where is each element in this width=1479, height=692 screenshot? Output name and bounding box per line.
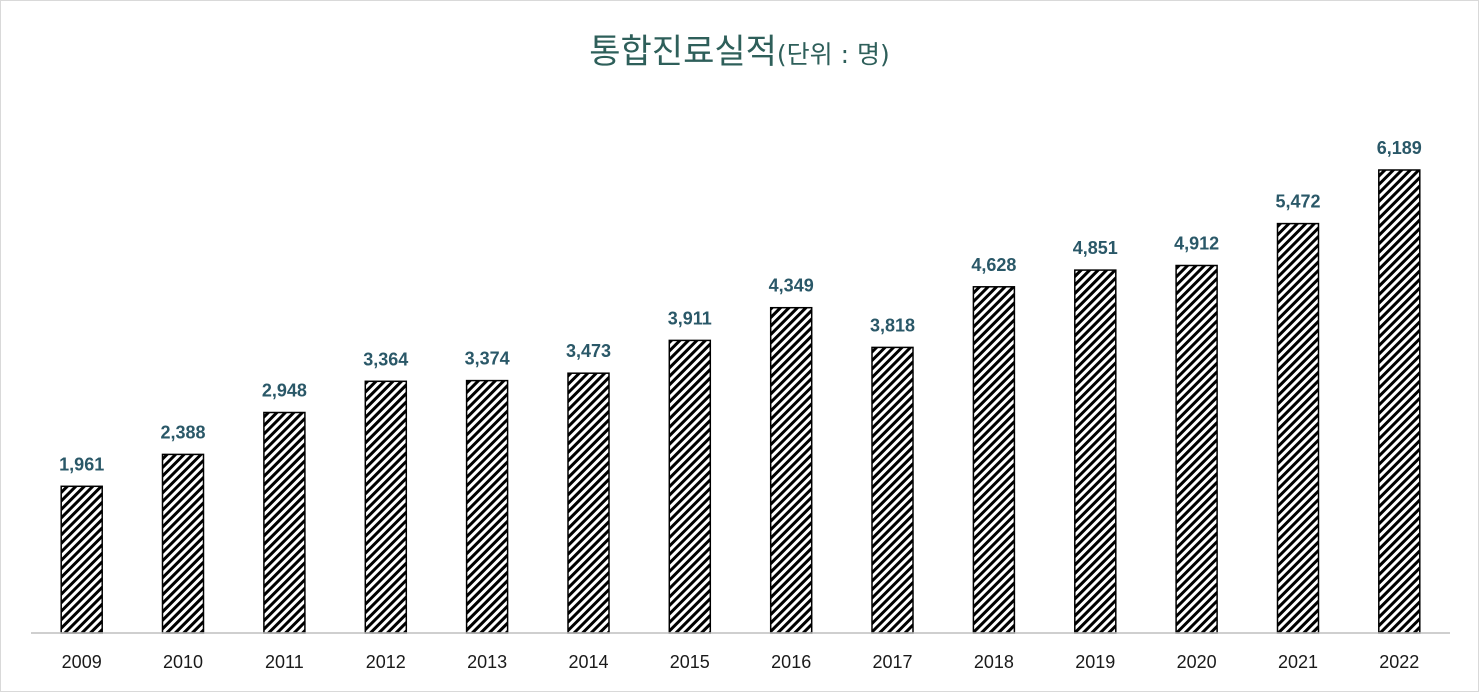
x-tick-label-2022: 2022 — [1379, 652, 1419, 672]
value-label-2020: 4,912 — [1174, 234, 1219, 254]
value-labels-layer: 1,961 2,388 2,948 3,364 3,374 3,473 3,911 4,349… — [59, 138, 1422, 474]
bar-2011 — [263, 411, 306, 634]
bars-layer — [60, 169, 1421, 634]
value-label-2022: 6,189 — [1377, 138, 1422, 158]
value-label-2010: 2,388 — [160, 422, 205, 442]
value-label-2021: 5,472 — [1275, 192, 1320, 212]
bar-2012 — [364, 380, 408, 634]
value-label-2011: 2,948 — [262, 381, 307, 401]
bar-2010 — [161, 453, 205, 634]
x-tick-label-2017: 2017 — [872, 652, 912, 672]
bar-2017 — [871, 346, 914, 634]
value-label-2017: 3,818 — [870, 315, 915, 335]
x-tick-label-2013: 2013 — [467, 652, 507, 672]
chart-title-unit: (단위 : 명) — [776, 40, 890, 69]
bar-2015 — [668, 339, 712, 634]
value-label-2016: 4,349 — [769, 276, 814, 296]
bar-2013 — [465, 379, 509, 634]
value-label-2009: 1,961 — [59, 454, 104, 474]
bar-2009 — [60, 485, 103, 634]
x-tick-label-2010: 2010 — [163, 652, 203, 672]
chart-title-main: 통합진료실적 — [589, 32, 777, 72]
x-tick-label-2019: 2019 — [1075, 652, 1115, 672]
x-tick-label-2021: 2021 — [1278, 652, 1318, 672]
bar-2014 — [567, 372, 610, 634]
x-tick-label-2012: 2012 — [366, 652, 406, 672]
bar-2019 — [1074, 269, 1117, 634]
x-tick-label-2014: 2014 — [568, 652, 608, 672]
value-label-2018: 4,628 — [971, 255, 1016, 275]
value-label-2014: 3,473 — [566, 341, 611, 361]
bar-2022 — [1378, 169, 1421, 634]
value-label-2012: 3,364 — [363, 349, 408, 369]
bar-2020 — [1175, 264, 1218, 634]
value-label-2013: 3,374 — [465, 349, 510, 369]
x-tick-label-2020: 2020 — [1177, 652, 1217, 672]
x-tick-label-2011: 2011 — [265, 652, 304, 672]
chart-title: 통합진료실적(단위 : 명) — [0, 24, 1479, 73]
x-tick-labels-layer: 2009 2010 2011 2012 2013 2014 2015 2016 2017 2018… — [62, 652, 1420, 672]
bar-2021 — [1276, 222, 1320, 634]
x-tick-label-2016: 2016 — [771, 652, 811, 672]
bar-2016 — [769, 306, 813, 634]
value-label-2015: 3,911 — [668, 308, 712, 328]
bar-2018 — [972, 286, 1016, 634]
x-tick-label-2018: 2018 — [974, 652, 1014, 672]
x-tick-label-2009: 2009 — [62, 652, 102, 672]
x-tick-label-2015: 2015 — [670, 652, 710, 672]
value-label-2019: 4,851 — [1073, 238, 1118, 258]
